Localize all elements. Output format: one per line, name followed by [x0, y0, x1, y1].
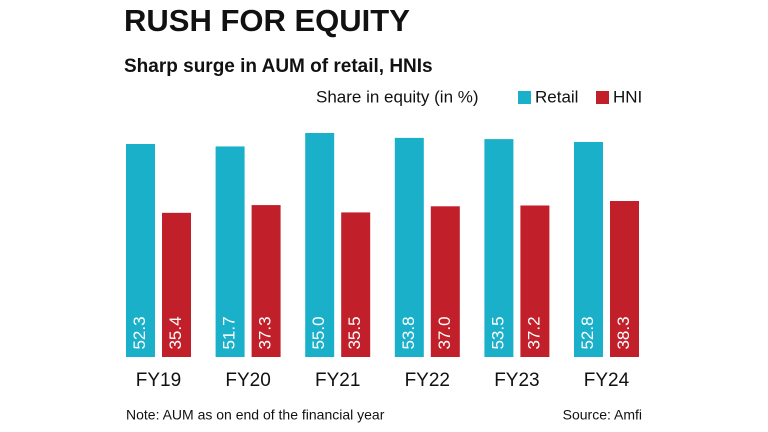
legend-label: HNI	[613, 87, 642, 106]
value-label: 55.0	[309, 316, 328, 349]
bar	[251, 205, 281, 357]
bar	[215, 146, 245, 357]
bar	[520, 205, 550, 357]
x-tick-label: FY22	[405, 370, 450, 391]
bar	[126, 143, 155, 357]
bar	[305, 133, 335, 357]
bar	[341, 212, 371, 357]
bar	[484, 139, 514, 357]
x-tick-label: FY19	[136, 370, 181, 391]
value-label: 37.3	[256, 316, 275, 349]
value-label: 52.8	[578, 316, 597, 349]
x-tick-label: FY24	[584, 370, 630, 391]
legend-label: Retail	[535, 87, 578, 106]
legend-title: Share in equity (in %)	[316, 87, 479, 106]
value-label: 53.8	[399, 316, 418, 349]
x-tick-label: FY21	[315, 370, 360, 391]
bar	[394, 137, 424, 357]
x-tick-label: FY20	[225, 370, 270, 391]
value-label: 37.0	[435, 316, 454, 349]
bar	[430, 206, 460, 357]
value-label: 53.5	[488, 316, 507, 349]
value-label: 38.3	[614, 316, 633, 349]
note: Note: AUM as on end of the financial yea…	[126, 407, 385, 423]
chart-title: RUSH FOR EQUITY	[124, 3, 410, 38]
legend-swatch	[518, 91, 531, 104]
value-label: 51.7	[220, 316, 239, 349]
bar	[610, 201, 639, 357]
value-label: 37.2	[524, 316, 543, 349]
x-tick-label: FY23	[494, 370, 539, 391]
source: Source: Amfi	[563, 407, 642, 423]
value-label: 52.3	[130, 316, 149, 349]
legend-swatch	[596, 91, 609, 104]
value-label: 35.4	[166, 316, 185, 349]
value-label: 35.5	[345, 316, 364, 349]
chart-subtitle: Sharp surge in AUM of retail, HNIs	[124, 56, 433, 77]
bar	[162, 212, 191, 357]
bar	[574, 141, 603, 357]
